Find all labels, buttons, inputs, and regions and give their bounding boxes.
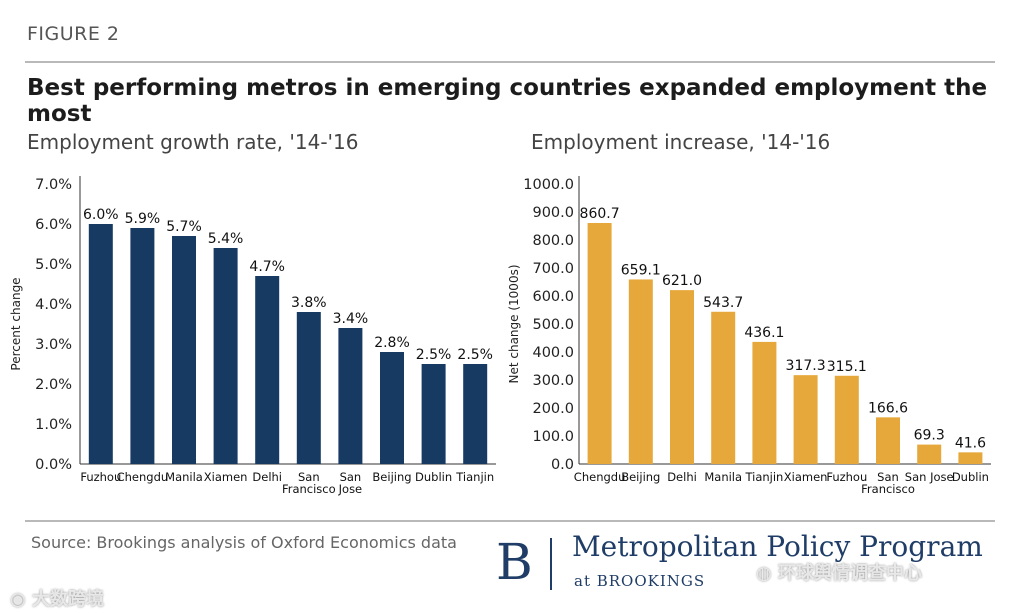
data-label: 436.1 [744,325,784,341]
x-tick-label: San Francisco [861,470,915,496]
top-divider [25,61,995,63]
logo-org-name: at BROOKINGS [574,572,706,590]
y-axis-label: Percent change [9,277,23,370]
bar-7 [876,417,900,464]
left-chart-title: Employment growth rate, '14-'16 [27,130,359,154]
bar-2 [670,290,694,464]
data-label: 2.5% [416,347,452,363]
bar-4 [752,341,777,464]
y-tick-label: 200.0 [532,401,574,417]
growth-rate-chart: 0.0% 1.0% 2.0% 3.0% 4.0% 5.0% 6.0% 7.0% Percent … [9,176,496,496]
data-label: 2.5% [457,347,493,363]
data-label: 860.7 [580,206,620,222]
data-label: 69.3 [914,428,945,444]
bar-9 [463,364,488,464]
data-label: 41.6 [955,435,986,451]
data-label: 543.7 [703,295,743,311]
bar-6 [834,375,859,464]
x-tick-label: San Jose [905,470,954,484]
bar-5 [296,312,321,464]
y-tick-label: 800.0 [532,233,574,249]
data-label: 3.8% [291,295,327,311]
y-tick-label: 7.0% [35,177,72,193]
bar-0 [587,223,612,464]
data-label: 621.0 [662,273,702,289]
y-tick-label: 1.0% [35,417,72,433]
data-label: 5.9% [125,211,161,227]
x-tick-label: Dublin [415,470,452,484]
bar-3 [711,311,736,464]
data-label: 2.8% [374,335,410,351]
data-label: 5.4% [208,231,244,247]
weibo-icon: ◉ [10,589,32,610]
x-tick-label: Chengdu [574,470,626,484]
data-label: 4.7% [249,259,285,275]
y-tick-label: 6.0% [35,217,72,233]
logo-program-name: Metropolitan Policy Program [572,530,983,563]
y-tick-label: 100.0 [532,429,574,445]
y-tick-label: 0.0% [35,457,72,473]
x-tick-label: Fuzhou [826,470,867,484]
data-label: 6.0% [83,207,119,223]
bar-6 [338,328,363,464]
figure-label: FIGURE 2 [27,23,120,45]
data-label: 3.4% [333,311,369,327]
x-tick-label: Beijing [372,470,411,484]
data-label: 5.7% [166,219,202,235]
y-axis-label: Net change (1000s) [507,264,521,383]
x-tick-label: San Jose [338,470,363,496]
y-tick-label: 500.0 [532,317,574,333]
y-tick-label: 1000.0 [523,177,574,193]
figure-title: Best performing metros in emerging count… [27,75,988,127]
y-tick-label: 300.0 [532,373,574,389]
x-tick-label: Tianjin [455,470,494,484]
x-tick-label: Delhi [667,470,697,484]
source-note: Source: Brookings analysis of Oxford Eco… [31,533,457,552]
brookings-logo-letter: B [496,533,533,591]
bar-3 [213,248,238,464]
bar-8 [421,364,446,464]
watermark-left: ◉ 大数跨境 [10,589,104,610]
data-label: 659.1 [621,262,661,278]
y-tick-label: 400.0 [532,345,574,361]
x-tick-label: Dublin [952,470,989,484]
bar-5 [793,375,818,464]
data-label: 315.1 [827,359,867,375]
x-tick-label: Manila [704,470,742,484]
bottom-divider [25,520,995,522]
y-tick-label: 5.0% [35,257,72,273]
x-tick-label: Tianjin [744,470,783,484]
bar-8 [917,444,942,464]
bar-2 [172,236,196,464]
x-tick-label: Delhi [252,470,282,484]
bar-9 [958,452,983,464]
bar-0 [88,224,113,464]
x-tick-label: Xiamen [204,470,248,484]
y-tick-label: 2.0% [35,377,72,393]
data-label: 317.3 [786,358,826,374]
bar-1 [628,279,653,464]
y-tick-label: 3.0% [35,337,72,353]
bar-1 [130,228,155,464]
right-chart-title: Employment increase, '14-'16 [531,130,831,154]
bar-4 [255,276,280,464]
x-tick-label: San Francisco [282,470,336,496]
employment-increase-chart: 0.0 100.0 200.0 300.0 400.0 500.0 600.0 700.0 80… [507,176,991,496]
x-tick-label: Xiamen [784,470,828,484]
x-tick-label: Fuzhou [80,470,121,484]
y-tick-label: 900.0 [532,205,574,221]
wechat-icon: ◍ [756,563,778,584]
y-tick-label: 0.0 [551,457,574,473]
y-tick-label: 600.0 [532,289,574,305]
x-tick-label: Beijing [621,470,660,484]
x-tick-label: Manila [165,470,203,484]
data-label: 166.6 [868,400,908,416]
y-tick-label: 4.0% [35,297,72,313]
logo-divider [550,538,552,590]
y-tick-label: 700.0 [532,261,574,277]
bar-7 [380,352,404,464]
watermark-right: ◍ 环球舆情调查中心 [756,563,922,584]
x-tick-label: Chengdu [117,470,169,484]
